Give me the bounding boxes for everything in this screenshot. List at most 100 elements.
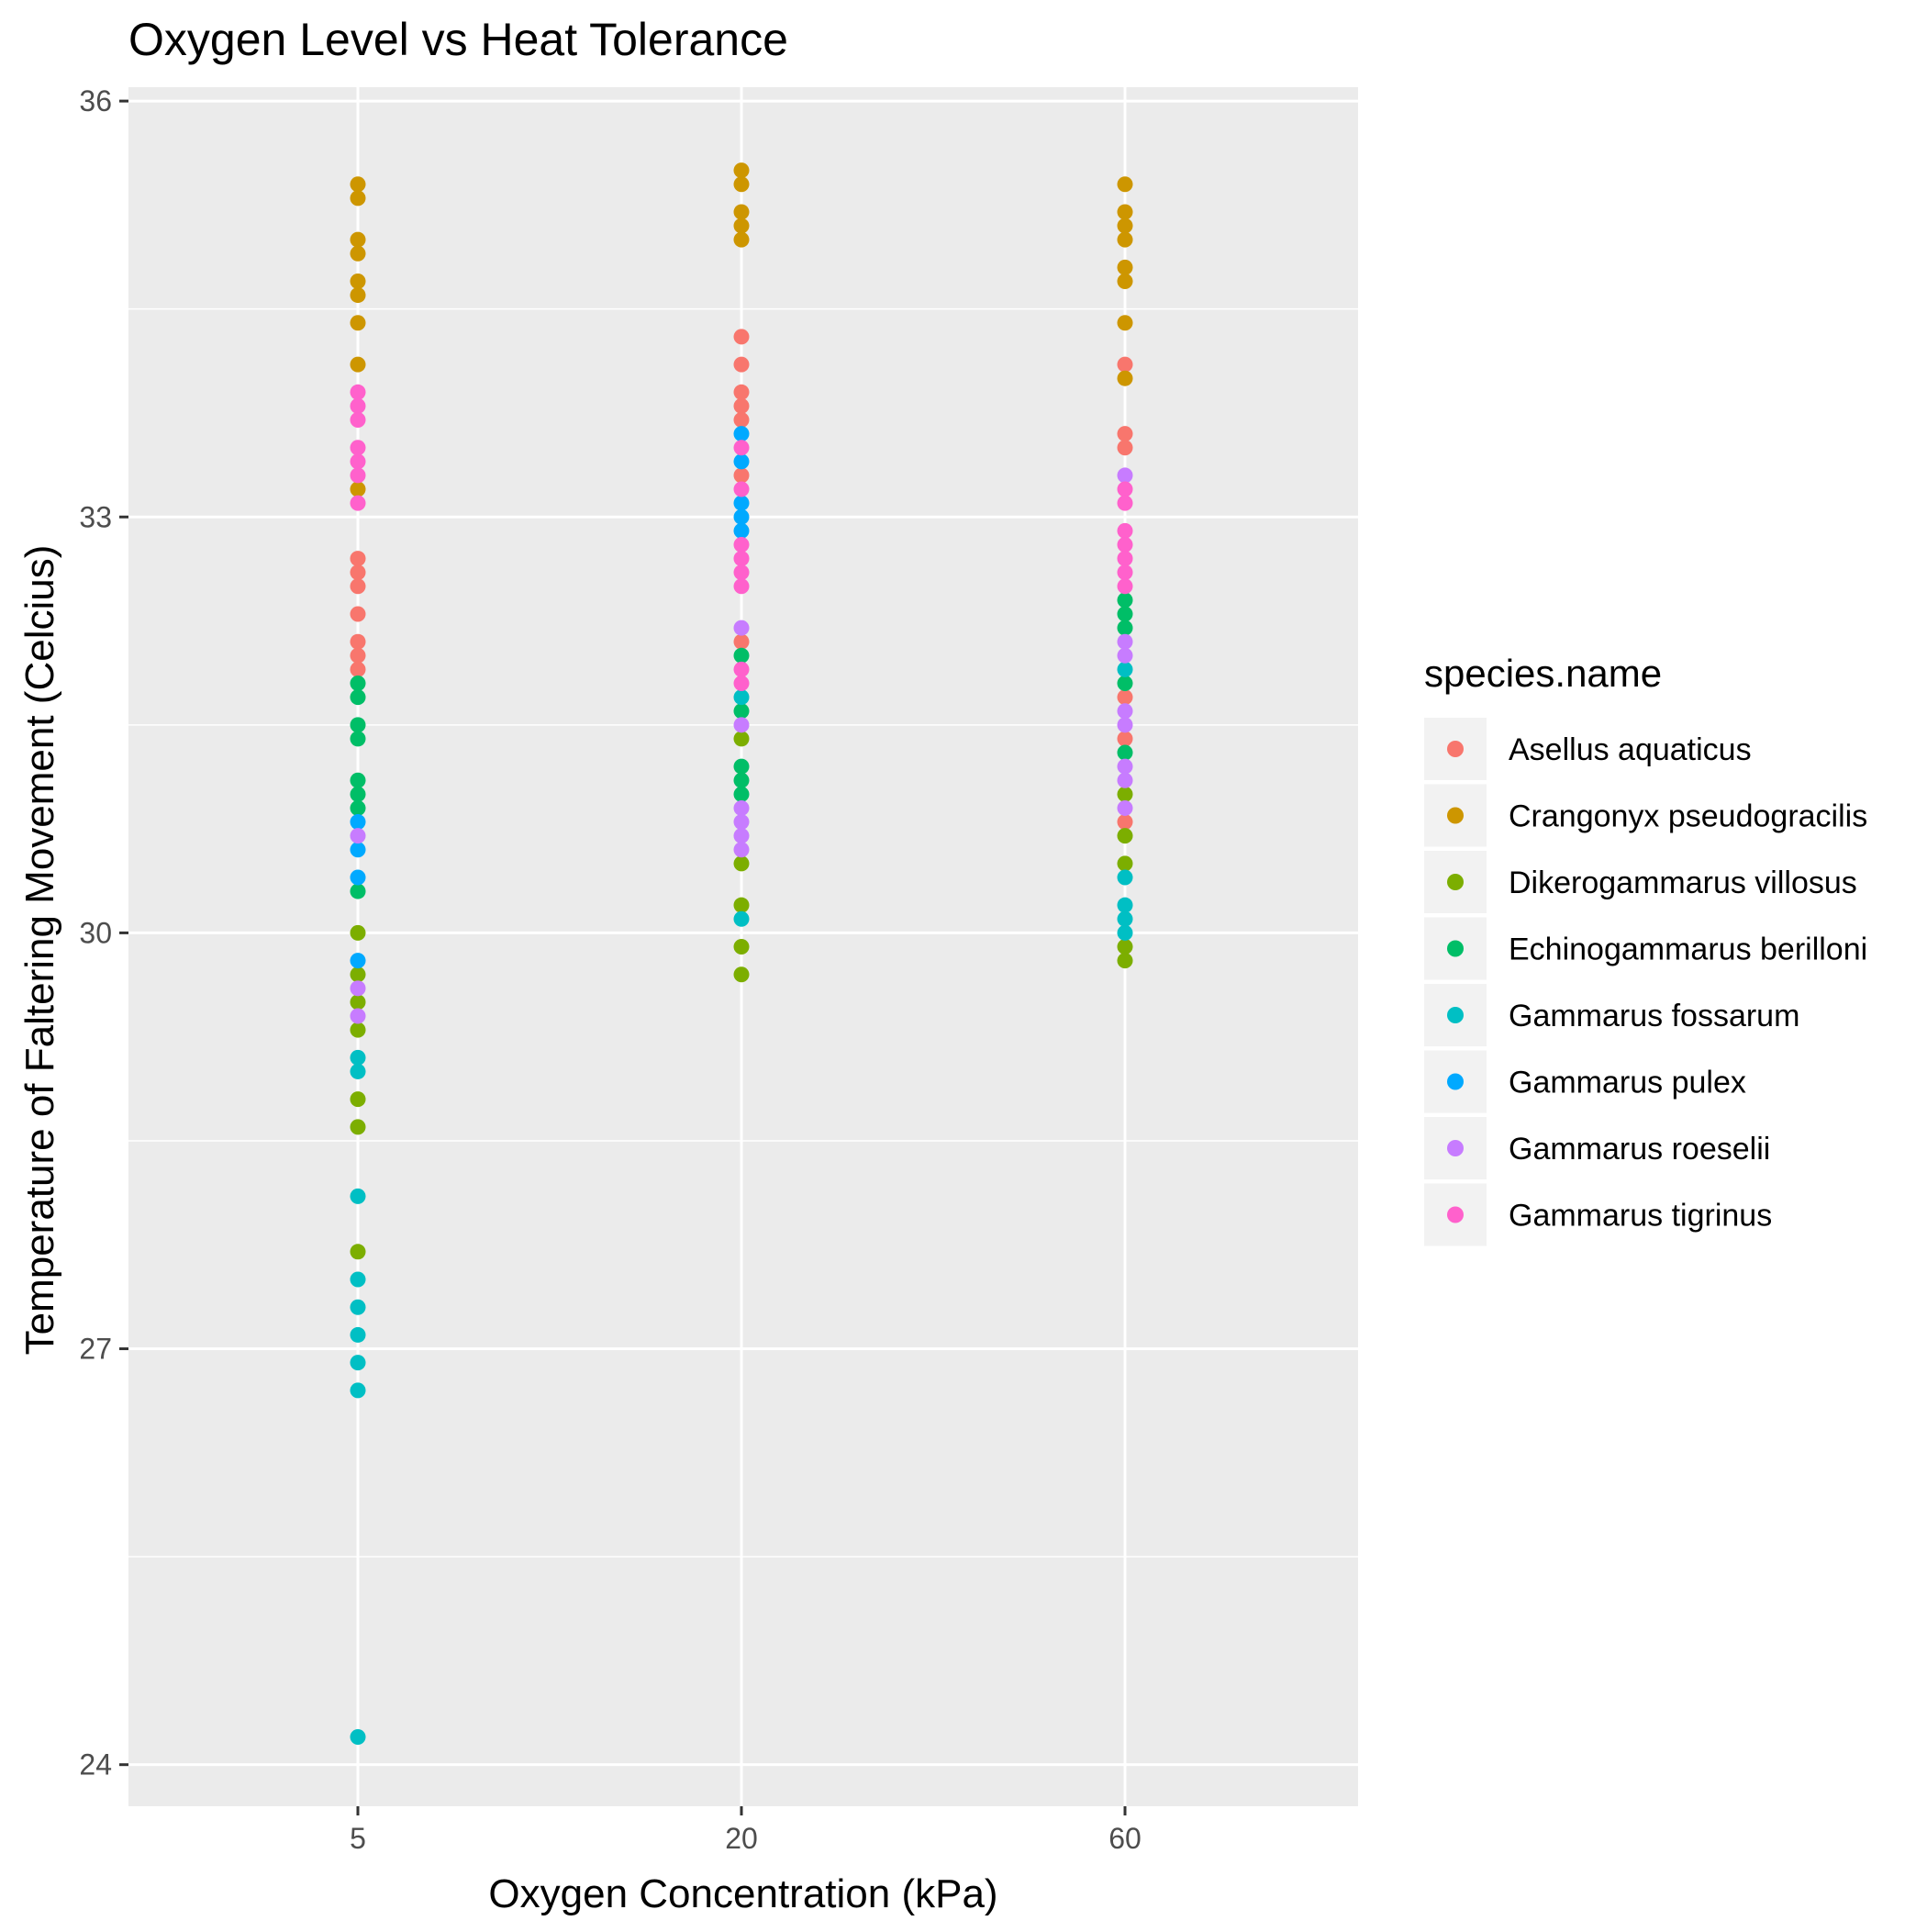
legend-key-marker (1447, 741, 1464, 757)
data-point (350, 578, 366, 595)
data-point (1117, 676, 1133, 692)
data-point (350, 633, 366, 650)
data-point (733, 426, 750, 442)
data-point (350, 1244, 366, 1260)
series-group (350, 592, 1133, 899)
data-point (350, 731, 366, 747)
data-point (733, 536, 750, 553)
x-tick-label: 20 (725, 1822, 758, 1855)
data-point (350, 994, 366, 1011)
data-point (350, 273, 366, 289)
data-point (1117, 786, 1133, 802)
data-point (1117, 814, 1133, 831)
data-point (733, 661, 750, 677)
data-point (350, 1355, 366, 1371)
data-point (733, 176, 750, 193)
data-point (733, 717, 750, 733)
data-point (733, 647, 750, 664)
data-point (350, 1008, 366, 1024)
data-point (350, 689, 366, 706)
legend-key-marker (1447, 1007, 1464, 1023)
data-point (733, 412, 750, 429)
data-point (1117, 717, 1133, 733)
data-point (733, 842, 750, 858)
data-point (733, 384, 750, 400)
data-point (733, 676, 750, 692)
data-point (733, 508, 750, 525)
data-point (350, 717, 366, 733)
data-point (733, 633, 750, 650)
data-point (1117, 703, 1133, 720)
data-point (350, 453, 366, 470)
data-point (350, 786, 366, 802)
legend-label: Dikerogammarus villosus (1509, 865, 1857, 900)
legend-label: Gammarus fossarum (1509, 999, 1799, 1033)
data-point (350, 231, 366, 248)
data-point (1117, 772, 1133, 788)
data-point (350, 828, 366, 844)
data-point (733, 231, 750, 248)
data-point (1117, 592, 1133, 609)
data-point (350, 661, 366, 677)
data-point (350, 1091, 366, 1108)
data-point (350, 980, 366, 997)
data-point (733, 620, 750, 636)
data-point (1117, 204, 1133, 220)
data-point (350, 397, 366, 414)
data-point (733, 204, 750, 220)
data-point (350, 869, 366, 886)
data-point (1117, 855, 1133, 872)
data-point (350, 647, 366, 664)
data-point (1117, 259, 1133, 275)
data-point (1117, 522, 1133, 539)
data-point (1117, 647, 1133, 664)
series-group (350, 661, 1133, 1745)
x-tick-label: 5 (350, 1822, 366, 1855)
data-point (1117, 176, 1133, 193)
data-point (1117, 536, 1133, 553)
data-point (350, 1188, 366, 1204)
data-point (1117, 564, 1133, 581)
data-point (350, 1271, 366, 1288)
data-point (1117, 744, 1133, 761)
data-point (733, 814, 750, 831)
data-point (1117, 315, 1133, 331)
data-point (733, 329, 750, 345)
legend-key-marker (1447, 807, 1464, 824)
series-group (350, 426, 750, 969)
data-point (1117, 939, 1133, 955)
y-tick-label: 33 (79, 500, 112, 533)
data-point (350, 467, 366, 484)
data-point (1117, 689, 1133, 706)
data-point (1117, 467, 1133, 484)
data-point (733, 522, 750, 539)
data-point (350, 772, 366, 788)
data-point (350, 676, 366, 692)
legend-key-marker (1447, 874, 1464, 890)
series-group (350, 731, 1133, 1260)
data-point (1117, 953, 1133, 969)
data-point (350, 245, 366, 262)
data-point (350, 814, 366, 831)
data-point (1117, 440, 1133, 456)
y-tick-label: 30 (79, 916, 112, 949)
data-point (733, 828, 750, 844)
data-point (350, 176, 366, 193)
data-point (350, 1119, 366, 1135)
y-tick-label: 24 (79, 1748, 112, 1781)
data-point (1117, 758, 1133, 775)
data-point (1117, 231, 1133, 248)
legend-key-marker (1447, 940, 1464, 957)
legend-label: Gammarus pulex (1509, 1066, 1746, 1100)
data-point (733, 162, 750, 179)
legend-key-marker (1447, 1073, 1464, 1090)
data-point (350, 190, 366, 207)
chart-title: Oxygen Level vs Heat Tolerance (128, 14, 788, 65)
data-point (1117, 606, 1133, 622)
data-point (1117, 620, 1133, 636)
data-point (350, 551, 366, 567)
data-point (1117, 426, 1133, 442)
legend-label: Echinogammarus berilloni (1509, 932, 1867, 967)
